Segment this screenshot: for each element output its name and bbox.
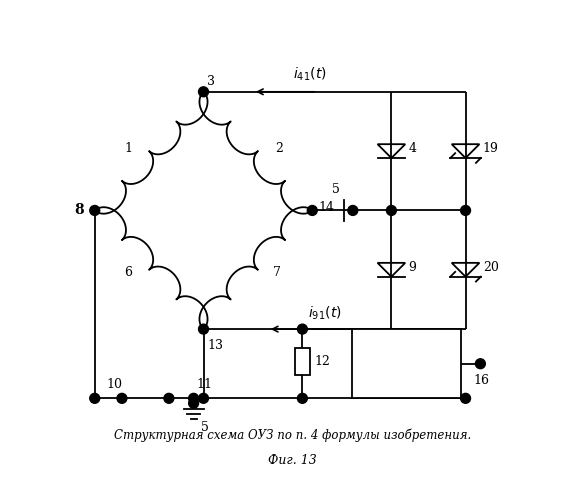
Circle shape (198, 394, 208, 404)
Text: 5: 5 (201, 420, 209, 434)
Circle shape (189, 398, 198, 408)
Circle shape (460, 206, 470, 216)
Text: 12: 12 (315, 355, 331, 368)
Text: 5: 5 (332, 182, 340, 196)
Text: 19: 19 (483, 142, 499, 155)
Text: 2: 2 (275, 142, 283, 155)
Text: 15: 15 (397, 356, 416, 370)
Text: Фиг. 13: Фиг. 13 (268, 454, 317, 466)
Text: 1: 1 (125, 142, 132, 155)
Text: $i_{41}(t)$: $i_{41}(t)$ (293, 66, 326, 83)
Bar (295, 348, 310, 375)
Text: 16: 16 (473, 374, 489, 386)
Text: 4: 4 (409, 142, 417, 155)
Circle shape (198, 87, 208, 97)
Text: $i_{91}(t)$: $i_{91}(t)$ (308, 304, 342, 322)
Circle shape (307, 206, 317, 216)
Circle shape (476, 359, 486, 368)
Bar (352, 329, 460, 398)
Circle shape (164, 394, 174, 404)
Text: 20: 20 (483, 261, 499, 274)
Circle shape (90, 206, 99, 216)
Circle shape (387, 206, 396, 216)
Circle shape (90, 394, 99, 404)
Circle shape (189, 394, 198, 404)
Text: 8: 8 (74, 204, 84, 218)
Circle shape (198, 324, 208, 334)
Text: 10: 10 (106, 378, 122, 391)
Text: 11: 11 (196, 378, 212, 391)
Circle shape (297, 394, 307, 404)
Text: 7: 7 (273, 266, 281, 279)
Text: 13: 13 (208, 339, 223, 352)
Text: 6: 6 (125, 266, 132, 279)
Text: 9: 9 (409, 261, 417, 274)
Text: 14: 14 (318, 202, 334, 214)
Text: Структурная схема ОУЗ по п. 4 формулы изобретения.: Структурная схема ОУЗ по п. 4 формулы из… (114, 428, 471, 442)
Circle shape (117, 394, 127, 404)
Circle shape (460, 394, 470, 404)
Text: 3: 3 (208, 75, 215, 88)
Circle shape (297, 324, 307, 334)
Circle shape (348, 206, 358, 216)
